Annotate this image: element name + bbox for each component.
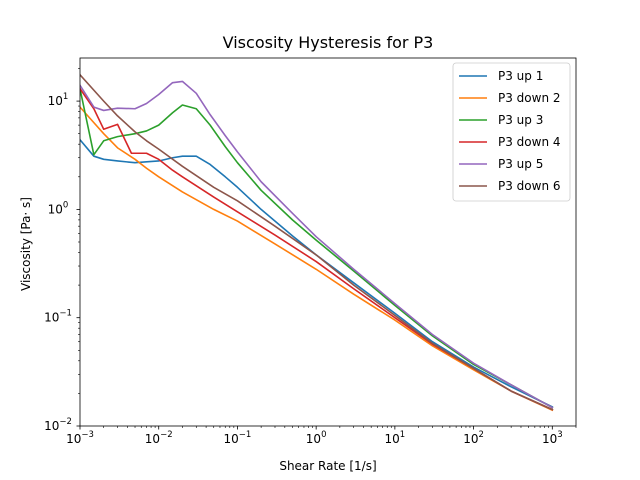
- series-line-2: [80, 105, 554, 412]
- series-line-3: [80, 87, 554, 409]
- x-tick-label: 102: [463, 430, 484, 446]
- y-tick-base: 10: [48, 94, 63, 108]
- series-line-6: [80, 73, 554, 411]
- y-tick-label: 10−1: [44, 309, 72, 325]
- x-axis-label: Shear Rate [1/s]: [279, 459, 376, 473]
- series-line-1: [80, 138, 554, 408]
- y-tick-exponent: 1: [63, 92, 68, 102]
- y-tick-label: 100: [48, 200, 69, 216]
- x-tick-base: 10: [145, 432, 160, 446]
- y-tick-label: 10−2: [44, 417, 72, 433]
- x-tick-exponent: −3: [81, 430, 94, 440]
- x-tick-label: 10−2: [145, 430, 173, 446]
- series-lines: [80, 73, 554, 412]
- legend: P3 up 1 P3 down 2 P3 up 3 P3 down 4 P3 up 5 P…: [452, 62, 571, 202]
- x-tick-base: 10: [385, 432, 400, 446]
- x-tick-label: 10−1: [224, 430, 252, 446]
- x-tick-exponent: −2: [160, 430, 173, 440]
- x-tick-exponent: 0: [321, 430, 326, 440]
- y-tick-base: 10: [44, 419, 59, 433]
- legend-entry-label: P3 down 2: [498, 91, 561, 105]
- x-tick-exponent: −1: [239, 430, 252, 440]
- x-tick-base: 10: [66, 432, 81, 446]
- y-tick-base: 10: [44, 311, 59, 325]
- y-tick-base: 10: [48, 202, 63, 216]
- x-tick-label: 10−3: [66, 430, 94, 446]
- y-tick-exponent: −2: [59, 417, 72, 427]
- x-tick-label: 101: [385, 430, 406, 446]
- chart-title: Viscosity Hysteresis for P3: [223, 33, 434, 52]
- x-tick-label: 100: [306, 430, 327, 446]
- x-tick-exponent: 1: [400, 430, 405, 440]
- x-tick-base: 10: [463, 432, 478, 446]
- x-tick-exponent: 2: [479, 430, 484, 440]
- y-axis-label: Viscosity [Pa· s]: [19, 197, 33, 291]
- x-tick-base: 10: [224, 432, 239, 446]
- y-tick-label: 101: [48, 92, 69, 108]
- legend-entry-label: P3 up 1: [498, 69, 543, 83]
- series-line-5: [80, 80, 554, 409]
- x-tick-base: 10: [542, 432, 557, 446]
- legend-entry-label: P3 up 5: [498, 157, 543, 171]
- y-tick-exponent: −1: [59, 309, 72, 319]
- legend-entry-label: P3 down 6: [498, 179, 561, 193]
- x-tick-base: 10: [306, 432, 321, 446]
- x-tick-exponent: 3: [557, 430, 562, 440]
- plot-area: [79, 57, 577, 427]
- y-tick-exponent: 0: [63, 200, 68, 210]
- x-axis-ticks: 10−3 10−2 10−1 100 101 102 103: [66, 426, 577, 446]
- legend-entry-label: P3 up 3: [498, 113, 543, 127]
- legend-entry-label: P3 down 4: [498, 135, 561, 149]
- x-tick-label: 103: [542, 430, 563, 446]
